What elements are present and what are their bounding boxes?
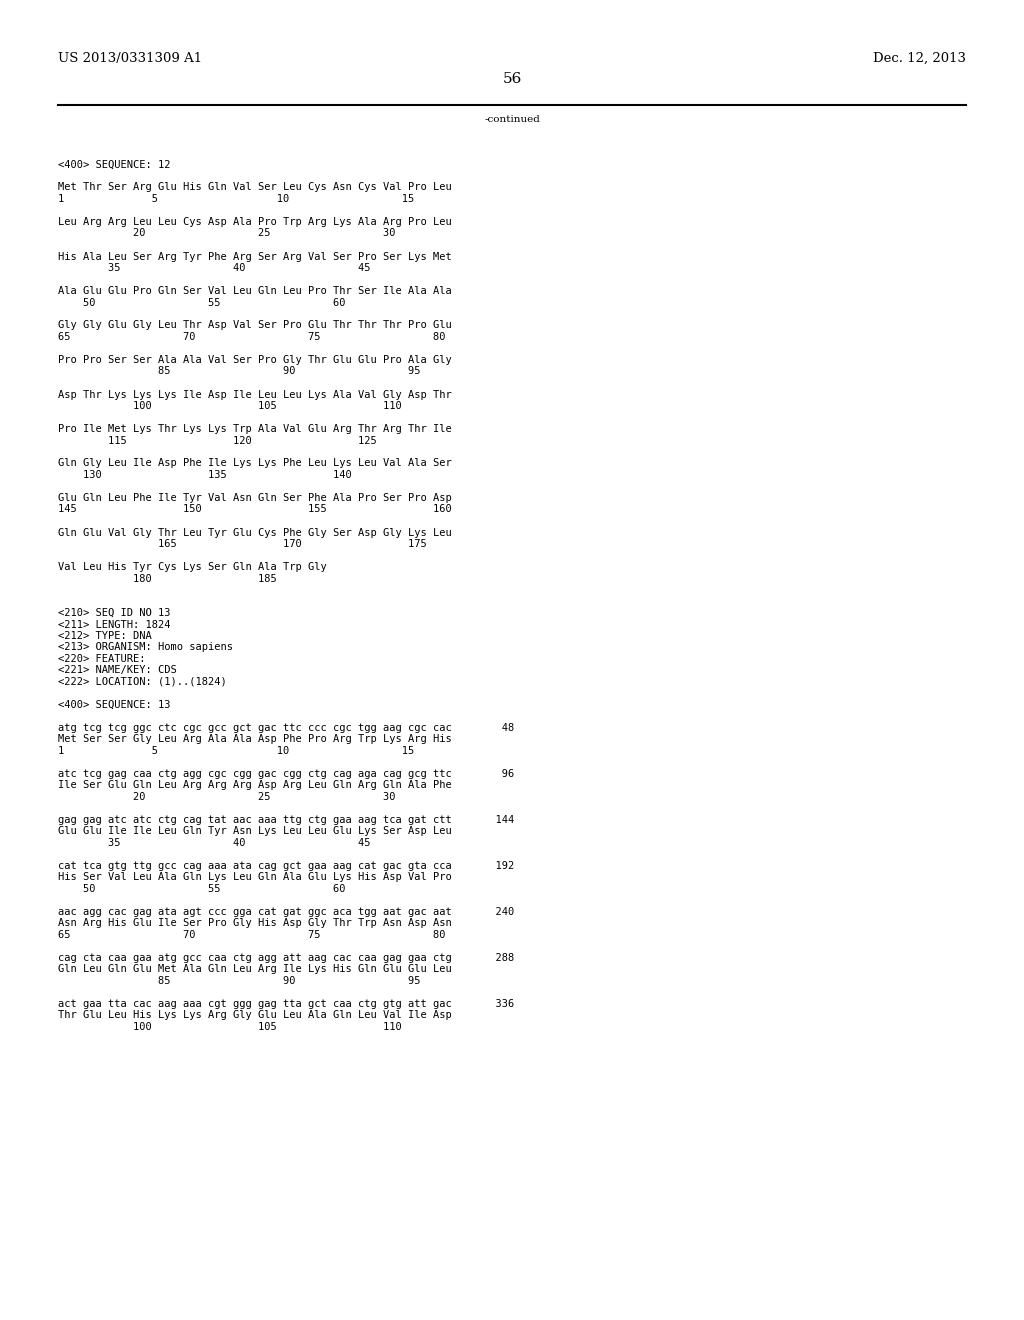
- Text: <210> SEQ ID NO 13: <210> SEQ ID NO 13: [58, 609, 171, 618]
- Text: 100                 105                 110: 100 105 110: [58, 1022, 401, 1032]
- Text: Val Leu His Tyr Cys Lys Ser Gln Ala Trp Gly: Val Leu His Tyr Cys Lys Ser Gln Ala Trp …: [58, 562, 327, 572]
- Text: 85                  90                  95: 85 90 95: [58, 975, 421, 986]
- Text: aac agg cac gag ata agt ccc gga cat gat ggc aca tgg aat gac aat       240: aac agg cac gag ata agt ccc gga cat gat …: [58, 907, 514, 917]
- Text: Gln Leu Gln Glu Met Ala Gln Leu Arg Ile Lys His Gln Glu Glu Leu: Gln Leu Gln Glu Met Ala Gln Leu Arg Ile …: [58, 965, 452, 974]
- Text: Gly Gly Glu Gly Leu Thr Asp Val Ser Pro Glu Thr Thr Thr Pro Glu: Gly Gly Glu Gly Leu Thr Asp Val Ser Pro …: [58, 321, 452, 330]
- Text: His Ser Val Leu Ala Gln Lys Leu Gln Ala Glu Lys His Asp Val Pro: His Ser Val Leu Ala Gln Lys Leu Gln Ala …: [58, 873, 452, 883]
- Text: <211> LENGTH: 1824: <211> LENGTH: 1824: [58, 619, 171, 630]
- Text: -continued: -continued: [484, 115, 540, 124]
- Text: 145                 150                 155                 160: 145 150 155 160: [58, 504, 452, 515]
- Text: act gaa tta cac aag aaa cgt ggg gag tta gct caa ctg gtg att gac       336: act gaa tta cac aag aaa cgt ggg gag tta …: [58, 999, 514, 1008]
- Text: 50                  55                  60: 50 55 60: [58, 297, 345, 308]
- Text: Thr Glu Leu His Lys Lys Arg Gly Glu Leu Ala Gln Leu Val Ile Asp: Thr Glu Leu His Lys Lys Arg Gly Glu Leu …: [58, 1011, 452, 1020]
- Text: Pro Ile Met Lys Thr Lys Lys Trp Ala Val Glu Arg Thr Arg Thr Ile: Pro Ile Met Lys Thr Lys Lys Trp Ala Val …: [58, 424, 452, 434]
- Text: 65                  70                  75                  80: 65 70 75 80: [58, 931, 445, 940]
- Text: <400> SEQUENCE: 13: <400> SEQUENCE: 13: [58, 700, 171, 710]
- Text: 56: 56: [503, 73, 521, 86]
- Text: 130                 135                 140: 130 135 140: [58, 470, 352, 480]
- Text: 180                 185: 180 185: [58, 573, 276, 583]
- Text: 50                  55                  60: 50 55 60: [58, 884, 345, 894]
- Text: <400> SEQUENCE: 12: <400> SEQUENCE: 12: [58, 160, 171, 169]
- Text: 85                  90                  95: 85 90 95: [58, 367, 421, 376]
- Text: atg tcg tcg ggc ctc cgc gcc gct gac ttc ccc cgc tgg aag cgc cac        48: atg tcg tcg ggc ctc cgc gcc gct gac ttc …: [58, 723, 514, 733]
- Text: <220> FEATURE:: <220> FEATURE:: [58, 653, 145, 664]
- Text: His Ala Leu Ser Arg Tyr Phe Arg Ser Arg Val Ser Pro Ser Lys Met: His Ala Leu Ser Arg Tyr Phe Arg Ser Arg …: [58, 252, 452, 261]
- Text: US 2013/0331309 A1: US 2013/0331309 A1: [58, 51, 202, 65]
- Text: Met Thr Ser Arg Glu His Gln Val Ser Leu Cys Asn Cys Val Pro Leu: Met Thr Ser Arg Glu His Gln Val Ser Leu …: [58, 182, 452, 193]
- Text: Asn Arg His Glu Ile Ser Pro Gly His Asp Gly Thr Trp Asn Asp Asn: Asn Arg His Glu Ile Ser Pro Gly His Asp …: [58, 919, 452, 928]
- Text: cag cta caa gaa atg gcc caa ctg agg att aag cac caa gag gaa ctg       288: cag cta caa gaa atg gcc caa ctg agg att …: [58, 953, 514, 964]
- Text: Glu Gln Leu Phe Ile Tyr Val Asn Gln Ser Phe Ala Pro Ser Pro Asp: Glu Gln Leu Phe Ile Tyr Val Asn Gln Ser …: [58, 492, 452, 503]
- Text: Asp Thr Lys Lys Lys Ile Asp Ile Leu Leu Lys Ala Val Gly Asp Thr: Asp Thr Lys Lys Lys Ile Asp Ile Leu Leu …: [58, 389, 452, 400]
- Text: Ala Glu Glu Pro Gln Ser Val Leu Gln Leu Pro Thr Ser Ile Ala Ala: Ala Glu Glu Pro Gln Ser Val Leu Gln Leu …: [58, 286, 452, 296]
- Text: 115                 120                 125: 115 120 125: [58, 436, 377, 446]
- Text: Met Ser Ser Gly Leu Arg Ala Ala Asp Phe Pro Arg Trp Lys Arg His: Met Ser Ser Gly Leu Arg Ala Ala Asp Phe …: [58, 734, 452, 744]
- Text: 1              5                   10                  15: 1 5 10 15: [58, 194, 415, 205]
- Text: <222> LOCATION: (1)..(1824): <222> LOCATION: (1)..(1824): [58, 677, 226, 686]
- Text: <212> TYPE: DNA: <212> TYPE: DNA: [58, 631, 152, 642]
- Text: 35                  40                  45: 35 40 45: [58, 263, 371, 273]
- Text: 1              5                   10                  15: 1 5 10 15: [58, 746, 415, 756]
- Text: Gln Glu Val Gly Thr Leu Tyr Glu Cys Phe Gly Ser Asp Gly Lys Leu: Gln Glu Val Gly Thr Leu Tyr Glu Cys Phe …: [58, 528, 452, 537]
- Text: Glu Glu Ile Ile Leu Gln Tyr Asn Lys Leu Leu Glu Lys Ser Asp Leu: Glu Glu Ile Ile Leu Gln Tyr Asn Lys Leu …: [58, 826, 452, 837]
- Text: 20                  25                  30: 20 25 30: [58, 792, 395, 803]
- Text: Gln Gly Leu Ile Asp Phe Ile Lys Lys Phe Leu Lys Leu Val Ala Ser: Gln Gly Leu Ile Asp Phe Ile Lys Lys Phe …: [58, 458, 452, 469]
- Text: cat tca gtg ttg gcc cag aaa ata cag gct gaa aag cat gac gta cca       192: cat tca gtg ttg gcc cag aaa ata cag gct …: [58, 861, 514, 871]
- Text: 65                  70                  75                  80: 65 70 75 80: [58, 333, 445, 342]
- Text: <213> ORGANISM: Homo sapiens: <213> ORGANISM: Homo sapiens: [58, 643, 233, 652]
- Text: Ile Ser Glu Gln Leu Arg Arg Arg Asp Arg Leu Gln Arg Gln Ala Phe: Ile Ser Glu Gln Leu Arg Arg Arg Asp Arg …: [58, 780, 452, 791]
- Text: 20                  25                  30: 20 25 30: [58, 228, 395, 239]
- Text: 35                  40                  45: 35 40 45: [58, 838, 371, 847]
- Text: Dec. 12, 2013: Dec. 12, 2013: [873, 51, 966, 65]
- Text: <221> NAME/KEY: CDS: <221> NAME/KEY: CDS: [58, 665, 177, 676]
- Text: atc tcg gag caa ctg agg cgc cgg gac cgg ctg cag aga cag gcg ttc        96: atc tcg gag caa ctg agg cgc cgg gac cgg …: [58, 770, 514, 779]
- Text: 100                 105                 110: 100 105 110: [58, 401, 401, 411]
- Text: Leu Arg Arg Leu Leu Cys Asp Ala Pro Trp Arg Lys Ala Arg Pro Leu: Leu Arg Arg Leu Leu Cys Asp Ala Pro Trp …: [58, 216, 452, 227]
- Text: gag gag atc atc ctg cag tat aac aaa ttg ctg gaa aag tca gat ctt       144: gag gag atc atc ctg cag tat aac aaa ttg …: [58, 814, 514, 825]
- Text: 165                 170                 175: 165 170 175: [58, 539, 427, 549]
- Text: Pro Pro Ser Ser Ala Ala Val Ser Pro Gly Thr Glu Glu Pro Ala Gly: Pro Pro Ser Ser Ala Ala Val Ser Pro Gly …: [58, 355, 452, 366]
